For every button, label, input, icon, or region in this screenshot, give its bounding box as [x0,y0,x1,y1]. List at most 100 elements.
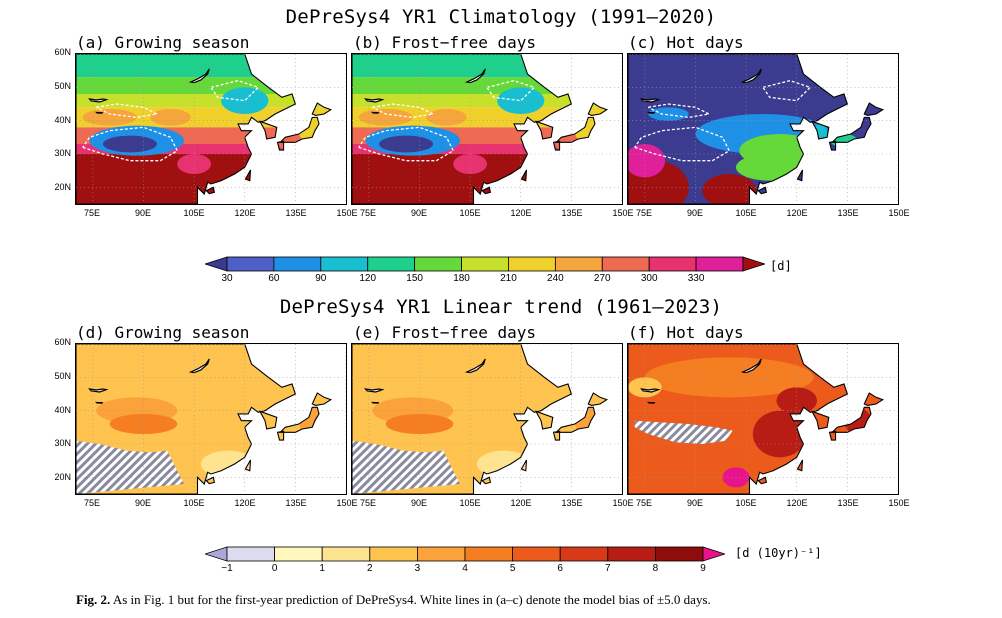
lake-baikal [464,68,486,84]
colorbar-segment [414,256,462,272]
lon-tick-label: 90E [686,208,703,218]
coastline [830,116,872,143]
colorbar-tick-label: 8 [652,563,659,574]
lon-tick-label: 120E [786,498,808,508]
coastline [628,344,849,494]
coastline [554,406,596,433]
map-panel-f [627,343,899,495]
lon-tick-label: 75E [83,498,100,508]
coastline [481,476,492,485]
colorbar-tick-label: 9 [700,563,706,574]
colorbar-tick-label: 180 [453,273,470,284]
lon-tick-label: 120E [234,498,256,508]
manchuria-region [497,87,545,114]
colorbar-top [205,256,765,272]
bias-contour-tibet [82,126,179,162]
colorbar-tick-label: 1 [319,563,325,574]
coastline [534,120,554,140]
coastline [828,140,837,151]
coastline [863,102,885,116]
lon-tick-label: 90E [410,498,427,508]
lon-tick-label: 135E [837,498,859,508]
coastline [311,102,333,116]
coastline [796,169,804,182]
field-band [76,94,331,108]
coastline [205,476,216,485]
coastline [311,392,333,406]
colorbar-tick-label: 300 [640,273,658,284]
coastline [757,186,768,195]
lon-tick-label: 150E [336,498,358,508]
lon-tick-label: 75E [83,208,100,218]
manchuria-region [776,387,817,414]
lon-tick-label: 105E [459,208,481,218]
field-band [352,94,607,108]
figure-caption: Fig. 2. As in Fig. 1 but for the first-y… [76,592,711,608]
coastline [830,406,872,433]
panel-b-title: (b) Frost−free days [353,33,537,52]
tibet-core-region [103,135,157,153]
coastline [810,410,830,430]
lon-tick-label: 105E [183,498,205,508]
colorbar-segment [695,256,744,272]
hatched-region-tibet [634,420,733,444]
lake-issyk-kul [370,401,380,404]
lon-tick-label: 135E [285,208,307,218]
lon-tick-label: 150E [888,498,910,508]
colorbar-tick-label: 6 [557,563,563,574]
coastline [828,430,837,441]
field-band [76,77,331,94]
lon-tick-label: 150E [612,208,634,218]
lon-tick-label: 90E [410,208,427,218]
bias-contour-tianshan [95,103,160,119]
coastline [587,392,609,406]
lake-balkhash [640,388,661,393]
panel-a-title: (a) Growing season [76,33,250,52]
coastline [520,169,528,182]
kyushu-region [554,139,568,149]
lake-balkhash [364,388,385,393]
lon-tick-label: 90E [134,498,151,508]
lon-tick-label: 135E [285,498,307,508]
colorbar-segment [654,546,704,562]
tarim-warm-region [82,109,137,126]
field-band [352,77,607,94]
colorbar-segment [320,256,369,272]
field-band [352,154,607,204]
colorbar-tick-label: 270 [593,273,611,284]
gobi-warm-region [426,109,467,126]
colorbar-segment [321,546,371,562]
tibet-core-region [379,135,433,153]
lat-tick-label: 30N [54,438,71,449]
coastline [520,459,528,472]
lake-baikal [188,358,210,374]
field-band [76,54,331,78]
map-panel-a [75,53,347,205]
colorbar-top-unit: [d] [770,259,792,273]
coastline [258,120,278,140]
colorbar-segment [416,546,466,562]
colorbar-tick-label: 0 [271,563,278,574]
map-c-svg [628,54,898,204]
lat-tick-label: 20N [54,472,71,483]
colorbar-under-triangle [205,256,228,272]
tarim-region [648,107,689,121]
colorbar-segment [367,256,416,272]
gobi-warm-region [150,109,191,126]
map-f-svg [628,344,898,494]
coastline [481,186,492,195]
colorbar-tick-label: 5 [509,563,516,574]
hatched-region-south-asia [352,440,460,494]
lake-balkhash [364,98,385,103]
coastline [244,459,252,472]
sichuan-region [453,154,487,174]
map-d-svg [76,344,346,494]
east-china-region [752,410,807,458]
coastline [534,410,554,430]
lon-tick-label: 135E [837,208,859,218]
lake-balkhash [88,388,109,393]
lake-baikal [740,358,762,374]
colorbar-over-triangle [702,546,725,562]
lon-tick-label: 105E [735,208,757,218]
caption-fig-label: Fig. 2. [76,592,111,607]
